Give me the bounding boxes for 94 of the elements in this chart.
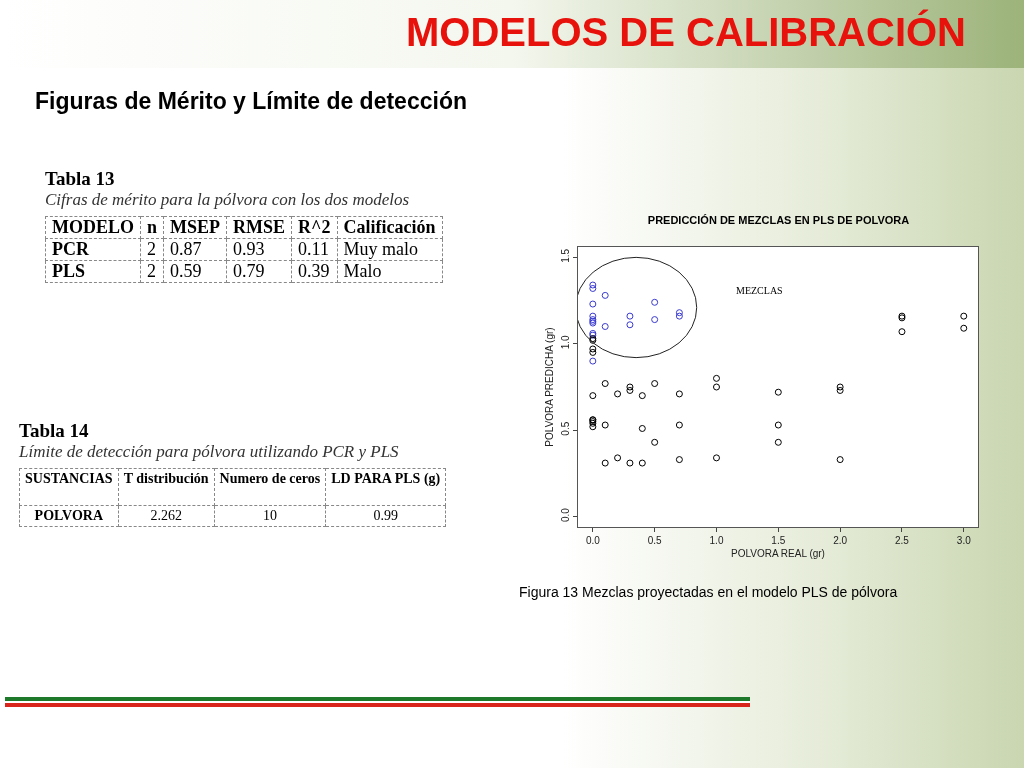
- category-label: MSEP: [163, 216, 227, 239]
- chart-title: PREDICCIÓN DE MEZCLAS EN PLS DE POLVORA: [647, 213, 910, 226]
- x-tick-label: 2.5: [895, 535, 910, 546]
- text: 0.99: [373, 508, 398, 523]
- y-tick-label: 0.0: [560, 507, 571, 523]
- text: PLS: [52, 261, 86, 281]
- text: POLVORA: [34, 508, 104, 523]
- point: [614, 454, 622, 462]
- category-label: MODELO: [45, 216, 141, 239]
- point: [675, 421, 683, 429]
- category-label: LD PARA PLS (g): [325, 468, 446, 506]
- point: [675, 390, 683, 398]
- text: Malo: [343, 261, 382, 281]
- text: 2: [147, 261, 157, 281]
- point: [589, 392, 597, 400]
- point: [601, 459, 609, 467]
- point: [589, 281, 597, 289]
- text: Tabla 13: [45, 168, 116, 190]
- point: [601, 323, 609, 331]
- category-label: Calificación: [337, 216, 443, 239]
- point: [651, 438, 659, 446]
- point: [589, 345, 597, 353]
- point: [638, 459, 646, 467]
- x-tick-label: 0.5: [647, 535, 663, 546]
- point: [960, 324, 968, 332]
- y-tick-label: 0.5: [560, 421, 571, 436]
- text: 2: [147, 239, 157, 259]
- text: 10: [262, 508, 277, 523]
- point: [774, 388, 782, 396]
- x-tick-label: 0.0: [585, 535, 601, 546]
- point: [626, 321, 634, 329]
- point: [601, 291, 609, 299]
- point: [626, 459, 634, 467]
- category-label: SUSTANCIAS: [19, 468, 119, 506]
- text: Límite de detección para pólvora utilizando PCR y PLS: [19, 442, 400, 462]
- x-axis-title: POLVORA REAL (gr): [731, 547, 825, 559]
- point: [589, 319, 597, 327]
- text: 0.79: [233, 261, 265, 281]
- point: [589, 348, 597, 356]
- point: [589, 423, 597, 431]
- point: [638, 424, 646, 432]
- point: [712, 383, 720, 391]
- point: [675, 312, 683, 320]
- text: MODELOS DE CALIBRACIÓN: [406, 10, 966, 55]
- category-label: R^2: [291, 216, 338, 239]
- point: [898, 328, 906, 336]
- point: [626, 386, 634, 394]
- point: [675, 309, 683, 317]
- point: [651, 380, 659, 388]
- point: [675, 456, 683, 464]
- y-tick-label: 1.0: [560, 334, 571, 350]
- x-tick-label: 2.0: [833, 535, 848, 546]
- annotation: MEZCLAS: [736, 285, 783, 296]
- point: [774, 421, 782, 429]
- point: [712, 454, 720, 462]
- text: PCR: [52, 239, 89, 259]
- x-tick-label: 1.0: [709, 535, 724, 546]
- point: [836, 386, 844, 394]
- point: [626, 383, 634, 391]
- text: 0.39: [298, 261, 330, 281]
- category-label: T distribución: [118, 468, 215, 506]
- point: [651, 298, 659, 306]
- point: [836, 456, 844, 464]
- text: 0.59: [170, 261, 202, 281]
- y-axis-title: POLVORA PREDICHA (gr): [544, 327, 555, 447]
- point: [960, 312, 968, 320]
- text: Figura 13 Mezclas proyectadas en el modelo PLS de pólvora: [519, 584, 898, 600]
- point: [589, 312, 597, 320]
- point: [836, 383, 844, 391]
- category-label: n: [140, 216, 164, 239]
- x-tick-label: 3.0: [956, 535, 972, 546]
- text: 0.87: [170, 239, 202, 259]
- point: [601, 421, 609, 429]
- point: [601, 380, 609, 388]
- y-tick-label: 1.5: [560, 248, 571, 263]
- x-tick-label: 1.5: [771, 535, 786, 546]
- point: [589, 357, 597, 365]
- point: [774, 438, 782, 446]
- category-label: Numero de ceros: [214, 468, 326, 506]
- text: 0.93: [233, 239, 265, 259]
- text: Tabla 14: [19, 420, 90, 442]
- text: Figuras de Mérito y Límite de detección: [35, 88, 467, 115]
- text: Cifras de mérito para la pólvora con los dos modelos: [45, 190, 411, 210]
- point: [589, 300, 597, 308]
- text: 0.11: [298, 239, 329, 259]
- point: [589, 284, 597, 292]
- point: [651, 316, 659, 324]
- point: [614, 390, 622, 398]
- category-label: RMSE: [226, 216, 292, 239]
- point: [712, 374, 720, 382]
- text: 2.262: [150, 508, 182, 523]
- point: [626, 312, 634, 320]
- text: Muy malo: [343, 239, 419, 259]
- point: [638, 392, 646, 400]
